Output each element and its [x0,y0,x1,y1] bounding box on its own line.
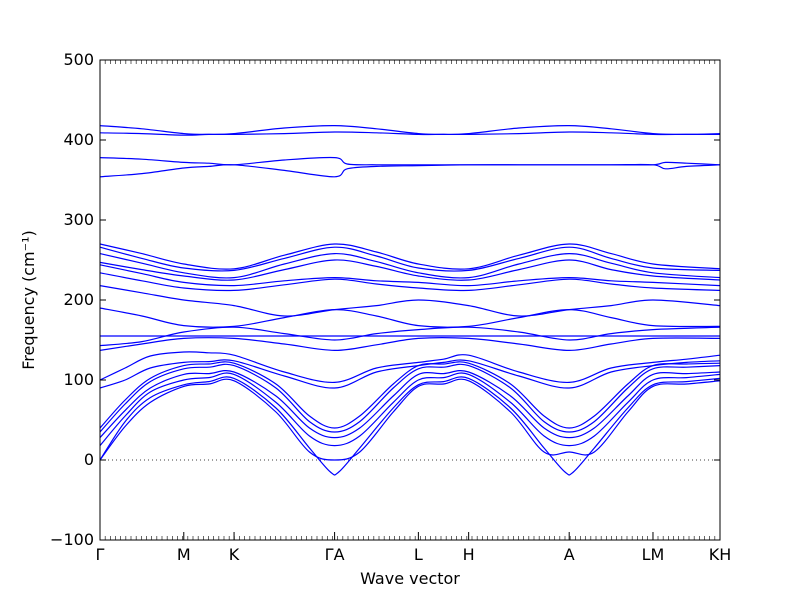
x-tick-label: LM [642,545,665,564]
y-tick-label: 200 [63,290,94,309]
band-line-3 [99,163,721,178]
band-line-1 [99,131,720,136]
y-tick-label: −100 [50,530,94,549]
band-line-19 [99,370,721,439]
x-axis-ticks: Γ M K ΓA L H A LM KH [96,532,732,564]
band-line-17 [99,361,721,429]
band-series-group [99,124,721,476]
x-axis-label: Wave vector [360,569,460,588]
y-axis-label: Frequency (cm⁻¹) [19,230,38,369]
band-line-18 [99,363,721,433]
band-line-20 [99,372,721,447]
x-tick-label: Γ [96,545,105,564]
x-tick-label: ΓA [325,545,345,564]
x-tick-label: K [229,545,240,564]
band-line-8 [99,264,721,287]
band-line-21 [99,376,721,476]
band-line-5 [99,246,721,272]
band-line-22 [99,378,721,461]
y-axis-ticks: −100 0 100 200 300 400 500 [50,50,720,549]
band-line-4 [99,243,721,270]
x-tick-label: M [177,545,191,564]
band-line-13 [99,326,721,347]
x-tick-label: A [564,545,575,564]
band-line-11 [99,307,721,328]
band-line-15 [99,351,721,384]
band-line-6 [99,252,721,279]
y-tick-label: 400 [63,130,94,149]
minor-tick-marks [99,60,721,540]
y-tick-label: 0 [84,450,94,469]
band-line-16 [99,359,721,389]
y-tick-label: 300 [63,210,94,229]
y-tick-label: 500 [63,50,94,69]
band-line-9 [99,272,721,292]
band-line-14 [99,337,721,352]
y-tick-label: 100 [63,370,94,389]
x-tick-label: L [414,545,423,564]
plot-frame [99,59,721,541]
band-line-10 [99,285,721,317]
x-tick-label: KH [709,545,732,564]
x-tick-label: H [463,545,475,564]
band-line-2 [99,156,721,166]
band-line-7 [99,259,721,281]
